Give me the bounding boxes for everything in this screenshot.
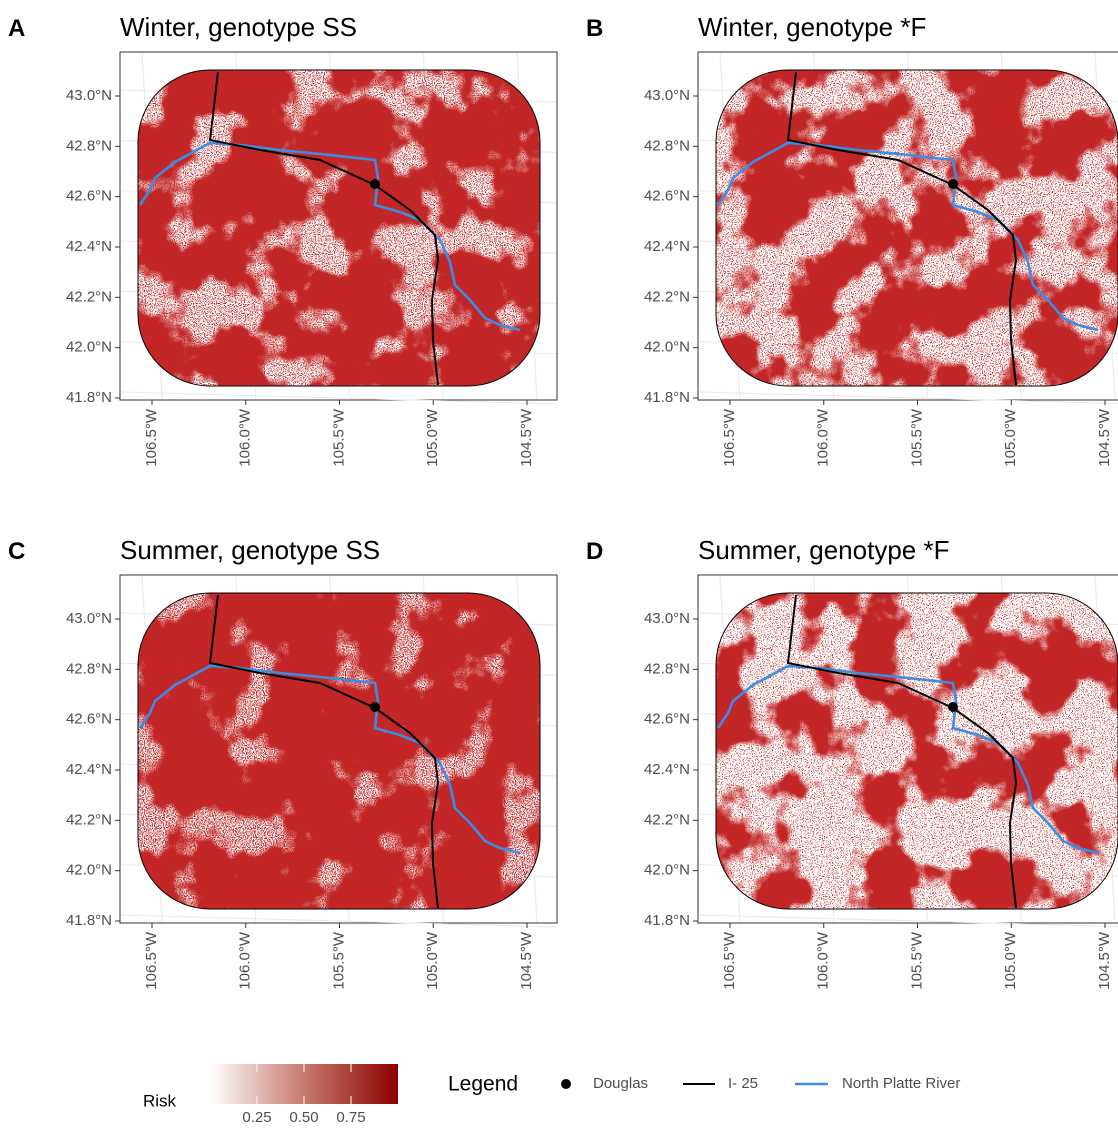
colorbar-tick-label: 0.50 [289,1109,318,1126]
town [370,179,380,189]
legend-item: I- 25 [728,1075,758,1092]
grid-line [120,391,557,405]
lat-tick-label: 42.6°N [644,188,690,205]
highway [786,594,1018,909]
lon-tick-label: 104.5°W [1096,408,1113,467]
lon-tick-label: 104.5°W [1096,931,1113,990]
grid-line [698,391,1118,405]
lon-tick-label: 105.5°W [908,931,925,990]
grid-line [698,914,1118,928]
lon-tick-label: 105.5°W [330,931,347,990]
study-area [715,69,1118,387]
lat-tick-label: 41.8°N [644,912,690,929]
lat-tick-label: 42.8°N [66,137,112,154]
lon-tick-label: 104.5°W [518,931,535,990]
colorbar-tick-label: 0.25 [242,1109,271,1126]
legend-key-town [561,1079,571,1089]
lat-tick-label: 42.4°N [644,238,690,255]
panel-letter: C [8,538,25,565]
lat-tick-label: 42.2°N [644,811,690,828]
lat-tick-label: 42.2°N [66,288,112,305]
lon-tick-label: 105.5°W [330,408,347,467]
risk-raster [138,593,540,909]
area-outline [137,69,541,387]
lon-tick-label: 106.0°W [237,931,254,990]
panel-title: Winter, genotype *F [698,12,926,42]
panel: B Winter, genotype *F 41.8°N 42.0°N 42.2°N 42… [586,12,1118,467]
colorbar-tick-label: 0.75 [336,1109,365,1126]
lon-tick-label: 106.5°W [143,408,160,467]
lon-tick-label: 105.0°W [424,931,441,990]
lon-tick-label: 106.0°W [237,408,254,467]
lat-tick-label: 42.8°N [66,660,112,677]
lat-tick-label: 43.0°N [644,87,690,104]
risk-raster [716,593,1118,909]
lat-tick-label: 42.2°N [66,811,112,828]
lon-tick-label: 105.5°W [908,408,925,467]
lon-tick-label: 106.0°W [815,408,832,467]
town [948,702,958,712]
lat-tick-label: 42.0°N [644,862,690,879]
study-area [137,592,541,910]
study-area [137,69,541,387]
lon-tick-label: 104.5°W [518,408,535,467]
lat-tick-label: 42.0°N [644,339,690,356]
lat-tick-label: 42.2°N [644,288,690,305]
lat-tick-label: 42.8°N [644,660,690,677]
colorbar-title: Risk [143,1091,177,1110]
lat-tick-label: 41.8°N [66,389,112,406]
lon-tick-label: 106.0°W [815,931,832,990]
panel-title: Winter, genotype SS [120,12,357,42]
river [716,141,1099,332]
panel: D Summer, genotype *F 41.8°N 42.0°N 42.2°N 42… [586,535,1118,990]
risk-raster [138,70,540,386]
lat-tick-label: 42.4°N [644,761,690,778]
panel-letter: D [586,538,603,565]
lat-tick-label: 42.4°N [66,761,112,778]
lon-tick-label: 105.0°W [1002,408,1019,467]
lat-tick-label: 42.6°N [66,711,112,728]
highway [208,71,440,386]
lat-tick-label: 42.6°N [66,188,112,205]
panel-letter: A [8,15,25,42]
panel: A Winter, genotype SS 41.8°N 42.0°N 42.2°N 42… [8,12,558,467]
panel-title: Summer, genotype *F [698,535,949,565]
lat-tick-label: 42.0°N [66,862,112,879]
lat-tick-label: 42.0°N [66,339,112,356]
legend-item: Douglas [593,1075,648,1092]
panel-title: Summer, genotype SS [120,535,380,565]
grid-line [120,914,557,928]
area-outline [715,592,1118,910]
lat-tick-label: 42.4°N [66,238,112,255]
area-outline [137,592,541,910]
highway [786,71,1018,386]
lat-tick-label: 43.0°N [66,87,112,104]
lat-tick-label: 43.0°N [644,610,690,627]
panel: C Summer, genotype SS 41.8°N 42.0°N 42.2°N 42… [8,535,558,990]
lat-tick-label: 42.8°N [644,137,690,154]
lon-tick-label: 106.5°W [721,408,738,467]
study-area [715,592,1118,910]
town [370,702,380,712]
lon-tick-label: 106.5°W [143,931,160,990]
highway [208,594,440,909]
town [948,179,958,189]
area-outline [715,69,1118,387]
lon-tick-label: 105.0°W [424,408,441,467]
risk-raster [716,70,1118,386]
river [138,141,521,332]
river [138,664,521,855]
legend-item: North Platte River [842,1075,960,1092]
lon-tick-label: 105.0°W [1002,931,1019,990]
lat-tick-label: 41.8°N [644,389,690,406]
lat-tick-label: 42.6°N [644,711,690,728]
lon-tick-label: 106.5°W [721,931,738,990]
lat-tick-label: 41.8°N [66,912,112,929]
lat-tick-label: 43.0°N [66,610,112,627]
legend-title: Legend [448,1073,518,1096]
panel-letter: B [586,15,603,42]
river [716,664,1099,855]
